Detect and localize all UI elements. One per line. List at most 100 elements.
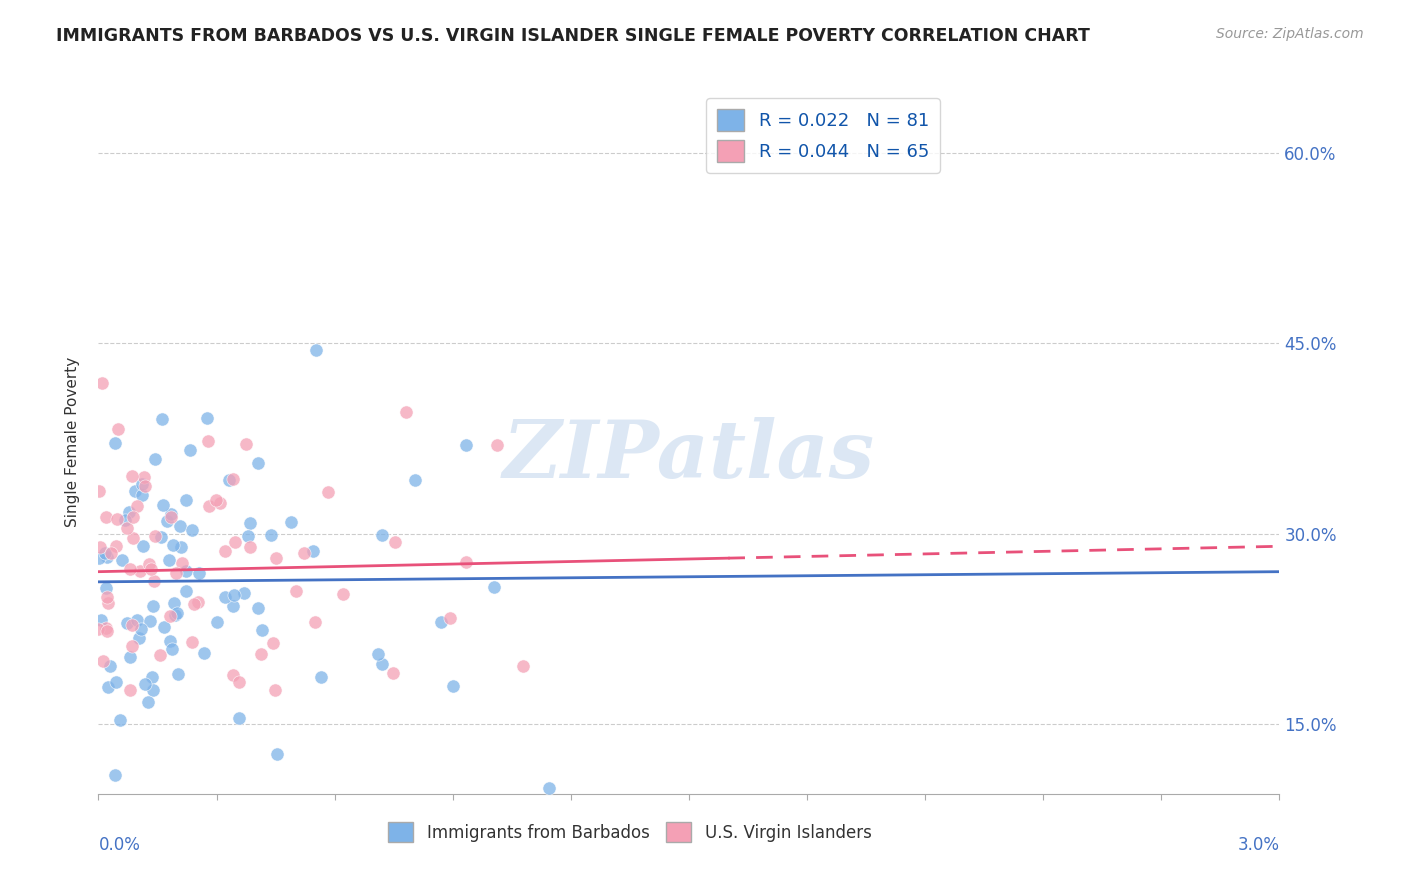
Point	[187, 566, 209, 581]
Point	[132, 539, 155, 553]
Point	[96, 549, 118, 564]
Point	[238, 528, 260, 542]
Point	[382, 666, 405, 681]
Point	[169, 519, 191, 533]
Point	[292, 546, 315, 560]
Point	[121, 639, 143, 653]
Point	[129, 564, 152, 578]
Point	[105, 512, 128, 526]
Point	[149, 648, 172, 662]
Point	[124, 484, 146, 499]
Point	[370, 657, 392, 671]
Point	[121, 468, 143, 483]
Point	[150, 412, 173, 426]
Point	[193, 646, 215, 660]
Point	[163, 596, 186, 610]
Point	[155, 514, 177, 528]
Point	[484, 580, 506, 594]
Point	[132, 470, 155, 484]
Point	[247, 456, 270, 470]
Point	[183, 597, 205, 611]
Point	[104, 675, 127, 690]
Point	[222, 588, 245, 602]
Point	[456, 555, 478, 569]
Point	[197, 434, 219, 449]
Point	[128, 631, 150, 645]
Point	[94, 621, 117, 635]
Point	[207, 615, 229, 630]
Point	[118, 505, 141, 519]
Point	[115, 615, 138, 630]
Point	[174, 492, 197, 507]
Point	[538, 780, 561, 795]
Point	[228, 675, 250, 690]
Point	[131, 488, 153, 502]
Point	[117, 521, 139, 535]
Point	[316, 484, 339, 499]
Point	[153, 620, 176, 634]
Point	[89, 483, 111, 498]
Point	[160, 507, 183, 521]
Point	[159, 609, 181, 624]
Point	[87, 623, 110, 637]
Point	[150, 530, 173, 544]
Point	[104, 768, 127, 782]
Point	[332, 587, 354, 601]
Point	[89, 541, 111, 555]
Point	[181, 635, 204, 649]
Point	[94, 546, 117, 560]
Point	[159, 510, 181, 524]
Point	[224, 535, 246, 549]
Point	[247, 600, 270, 615]
Point	[285, 583, 308, 598]
Point	[131, 476, 153, 491]
Point	[172, 556, 194, 570]
Point	[104, 436, 127, 450]
Point	[204, 492, 226, 507]
Point	[222, 472, 245, 486]
Point	[87, 551, 110, 566]
Point	[97, 596, 120, 610]
Point	[181, 523, 204, 537]
Point	[384, 534, 406, 549]
Point	[159, 553, 181, 567]
Point	[96, 581, 118, 595]
Point	[222, 668, 245, 682]
Point	[187, 595, 209, 609]
Point	[104, 539, 127, 553]
Point	[142, 599, 165, 613]
Point	[169, 541, 191, 555]
Point	[120, 649, 142, 664]
Point	[512, 659, 534, 673]
Point	[439, 611, 461, 625]
Legend: Immigrants from Barbados, U.S. Virgin Islanders: Immigrants from Barbados, U.S. Virgin Is…	[381, 815, 879, 849]
Point	[371, 528, 394, 542]
Point	[167, 666, 190, 681]
Point	[280, 516, 302, 530]
Point	[174, 564, 197, 578]
Point	[430, 615, 453, 629]
Point	[305, 343, 328, 357]
Point	[304, 615, 326, 630]
Point	[125, 613, 148, 627]
Point	[228, 711, 250, 725]
Point	[239, 540, 262, 554]
Point	[142, 574, 165, 588]
Point	[97, 680, 120, 694]
Point	[302, 544, 325, 558]
Point	[114, 513, 136, 527]
Point	[454, 438, 477, 452]
Point	[159, 633, 181, 648]
Point	[264, 550, 287, 565]
Point	[165, 607, 187, 622]
Point	[235, 437, 257, 451]
Point	[239, 516, 262, 531]
Point	[160, 641, 183, 656]
Point	[111, 552, 134, 566]
Point	[166, 606, 188, 620]
Point	[485, 437, 508, 451]
Point	[165, 566, 187, 581]
Text: 3.0%: 3.0%	[1237, 836, 1279, 855]
Point	[263, 682, 285, 697]
Point	[249, 647, 271, 661]
